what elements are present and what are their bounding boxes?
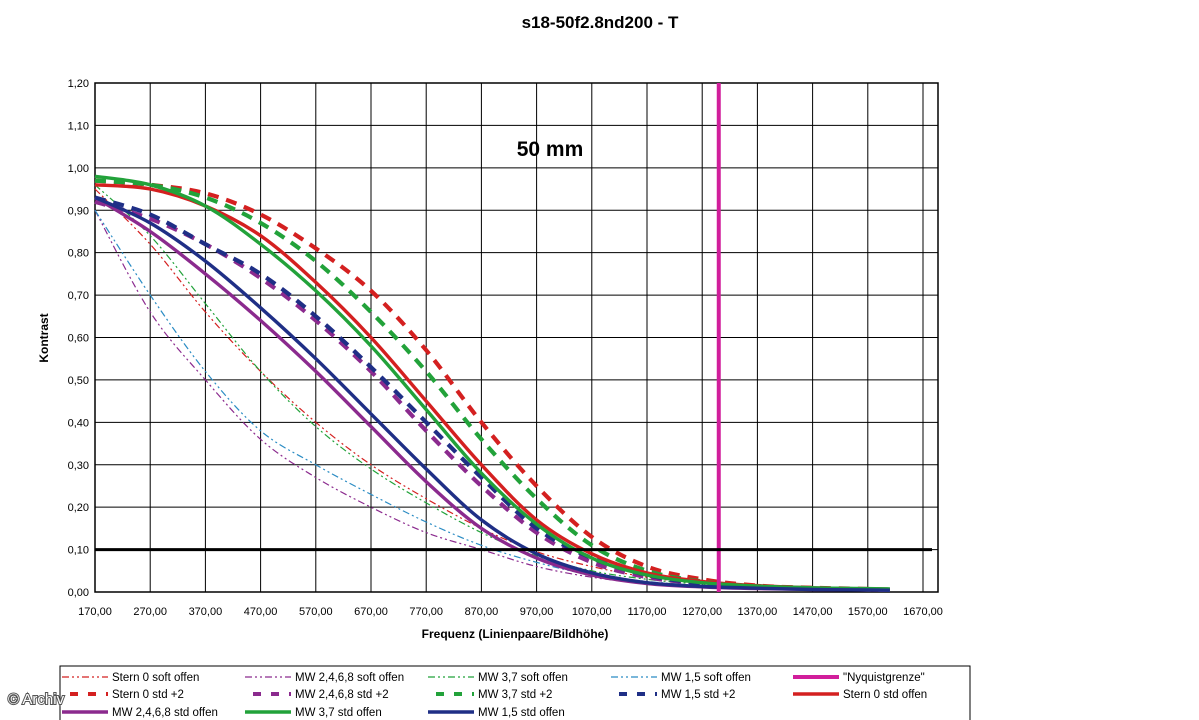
- focal-length-annotation: 50 mm: [517, 138, 584, 161]
- legend-entry: MW 3,7 std +2: [478, 689, 552, 701]
- series-line-mw-3-7-soft-offen: [94, 184, 890, 591]
- y-tick-label: 0,70: [68, 290, 89, 302]
- x-tick-label: 270,00: [133, 606, 167, 618]
- x-tick-label: 770,00: [409, 606, 443, 618]
- legend-entry: Stern 0 std offen: [843, 689, 927, 701]
- x-tick-label: 370,00: [189, 606, 223, 618]
- y-tick-label: 1,10: [68, 120, 89, 132]
- x-tick-label: 570,00: [299, 606, 333, 618]
- legend-entry: MW 2,4,6,8 std offen: [112, 707, 218, 719]
- y-tick-label: 0,60: [68, 333, 89, 345]
- y-tick-label: 0,00: [68, 587, 89, 599]
- y-tick-label: 0,90: [68, 205, 89, 217]
- x-tick-label: 670,00: [354, 606, 388, 618]
- x-tick-label: 1070,00: [572, 606, 612, 618]
- legend-entry: MW 2,4,6,8 soft offen: [295, 672, 404, 684]
- y-tick-label: 0,80: [68, 248, 89, 260]
- x-tick-label: 470,00: [244, 606, 278, 618]
- y-axis-title: Kontrast: [37, 313, 51, 362]
- chart-title: s18-50f2.8nd200 - T: [522, 13, 679, 32]
- legend-entry: MW 3,7 soft offen: [478, 672, 568, 684]
- plot-area: 0,00 0,10 0,20 0,30 0,40 0,50 0,60 0,70 0,80 0,90…: [68, 78, 943, 618]
- x-tick-label: 1570,00: [848, 606, 888, 618]
- legend-entry: MW 1,5 std offen: [478, 707, 565, 719]
- y-tick-label: 0,30: [68, 460, 89, 472]
- legend: Stern 0 soft offen MW 2,4,6,8 soft offen M…: [59, 665, 971, 720]
- series-line-stern-0-std-2: [94, 178, 890, 592]
- legend-entry: Stern 0 soft offen: [112, 672, 199, 684]
- legend-entry: MW 3,7 std offen: [295, 707, 382, 719]
- x-tick-label: 1170,00: [628, 606, 667, 618]
- series-line-mw-1-5-std-2: [94, 195, 890, 592]
- legend-entry: MW 1,5 soft offen: [661, 672, 751, 684]
- x-tick-label: 1270,00: [682, 606, 722, 618]
- x-tick-label: 1670,00: [903, 606, 943, 618]
- legend-entry: Stern 0 std +2: [112, 689, 184, 701]
- x-tick-label: 1470,00: [793, 606, 833, 618]
- series-line-mw-3-7-std-offen: [94, 174, 890, 591]
- legend-entry: MW 2,4,6,8 std +2: [295, 689, 389, 701]
- series-line-mw-1-5-std-offen: [94, 195, 890, 592]
- y-tick-label: 0,20: [68, 502, 89, 514]
- y-tick-label: 0,40: [68, 417, 89, 429]
- x-axis-title: Frequenz (Linienpaare/Bildhöhe): [422, 627, 609, 641]
- credit-watermark: © Archiv: [8, 691, 65, 708]
- y-tick-label: 1,00: [68, 163, 89, 175]
- x-tick-label: 870,00: [465, 606, 499, 618]
- y-tick-label: 0,50: [68, 375, 89, 387]
- x-tick-label: 1370,00: [738, 606, 778, 618]
- legend-entry: "Nyquistgrenze": [843, 672, 925, 684]
- x-tick-label: 170,00: [78, 606, 112, 618]
- legend-entry: MW 1,5 std +2: [661, 689, 735, 701]
- x-tick-label: 970,00: [520, 606, 554, 618]
- y-tick-label: 0,10: [68, 545, 89, 557]
- y-tick-label: 1,20: [68, 78, 89, 90]
